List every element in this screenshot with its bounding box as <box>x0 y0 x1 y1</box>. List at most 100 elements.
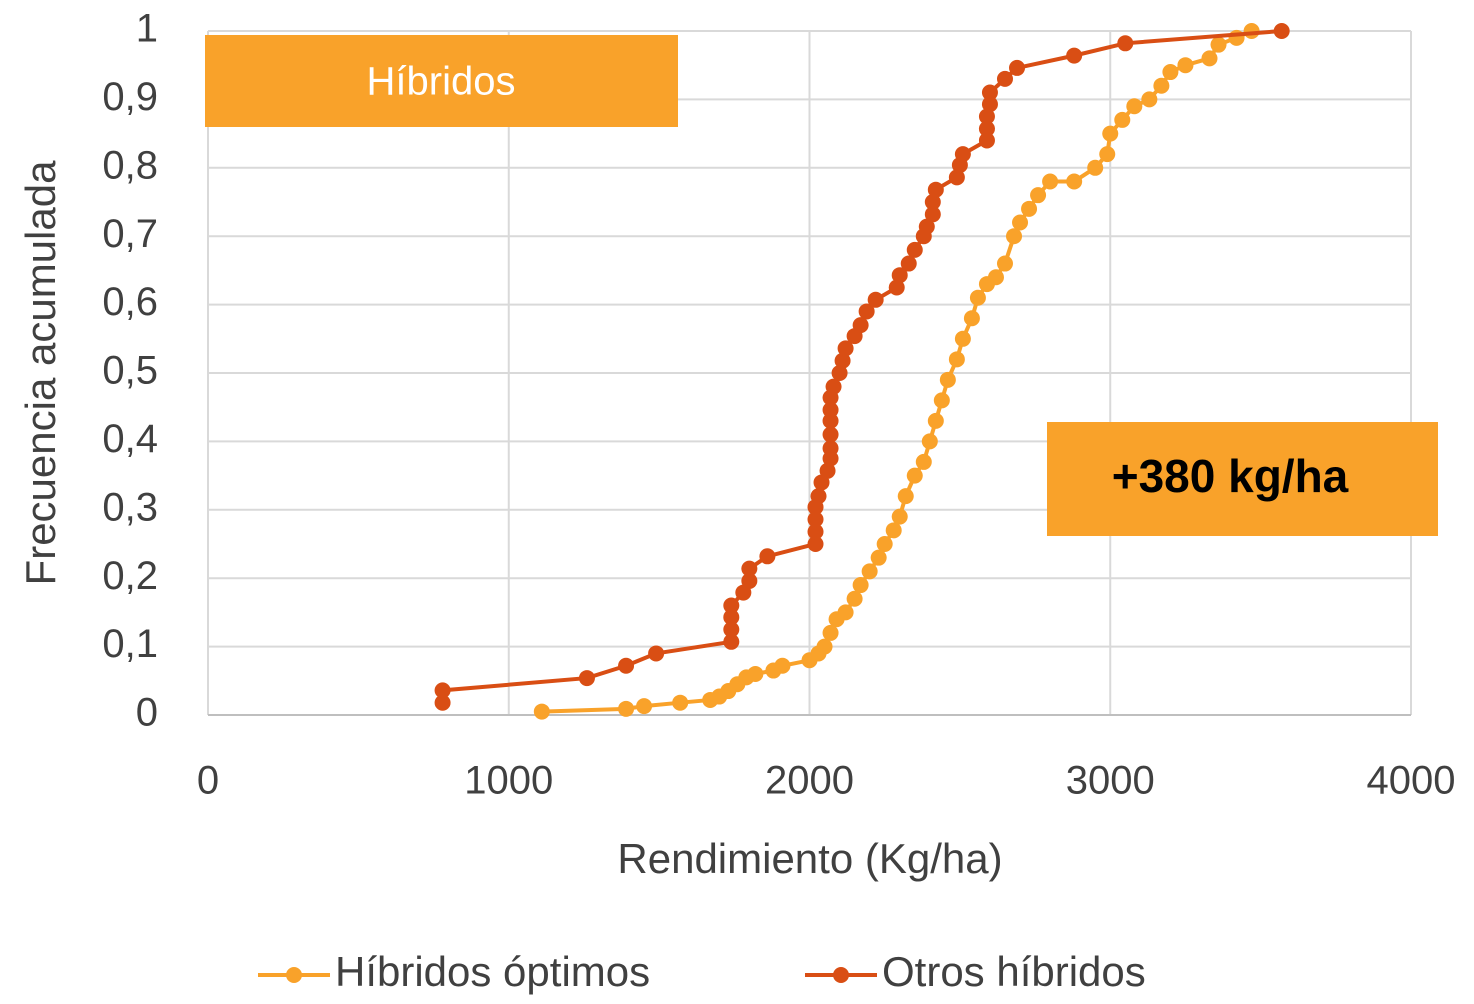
y-tick-label: 0,9 <box>102 75 158 119</box>
point <box>852 577 869 594</box>
point <box>822 440 839 457</box>
point <box>846 590 863 607</box>
point <box>837 340 854 357</box>
point <box>822 426 839 443</box>
point <box>816 638 833 655</box>
point <box>885 522 902 539</box>
point <box>723 609 740 626</box>
point <box>1114 111 1131 128</box>
point <box>807 523 824 540</box>
point <box>927 181 944 198</box>
point <box>1012 214 1029 231</box>
point <box>747 665 764 682</box>
point <box>1066 173 1083 190</box>
point <box>618 700 635 717</box>
point <box>822 412 839 429</box>
point <box>807 536 824 552</box>
x-tick-label: 3000 <box>1066 759 1155 803</box>
point <box>858 303 875 320</box>
series <box>434 23 1290 711</box>
point <box>948 351 965 368</box>
point <box>434 682 451 699</box>
annotation: Híbridos <box>367 60 516 104</box>
point <box>924 206 941 223</box>
y-tick-label: 0,8 <box>102 143 158 187</box>
point <box>1066 47 1083 64</box>
point <box>1273 23 1290 39</box>
point <box>1177 57 1194 74</box>
point <box>1021 200 1038 217</box>
point <box>891 508 908 525</box>
point <box>672 694 689 711</box>
point <box>834 352 851 369</box>
point <box>1201 50 1218 67</box>
x-tick-label: 1000 <box>464 759 553 803</box>
point <box>822 401 839 418</box>
point <box>996 255 1013 272</box>
annotation: +380 kg/ha <box>1112 450 1349 502</box>
point <box>939 371 956 388</box>
point <box>852 317 869 334</box>
point <box>1030 187 1047 204</box>
y-tick-label: 0,4 <box>102 417 158 461</box>
point <box>927 412 944 429</box>
point <box>897 488 914 505</box>
point <box>933 392 950 409</box>
point <box>1141 91 1158 108</box>
point <box>915 453 932 470</box>
point <box>987 269 1004 286</box>
point <box>1006 228 1023 245</box>
series-line <box>541 29 1253 714</box>
y-tick-label: 0,5 <box>102 349 158 393</box>
y-tick-label: 0,6 <box>102 280 158 324</box>
point <box>1162 64 1179 81</box>
x-tick-label: 4000 <box>1367 759 1456 803</box>
legend-label: Híbridos óptimos <box>335 948 650 995</box>
legend-marker <box>286 967 302 983</box>
point <box>741 560 758 577</box>
point <box>906 467 923 484</box>
point <box>924 194 941 210</box>
point <box>1126 98 1143 115</box>
point <box>1087 159 1104 176</box>
point <box>1102 125 1119 142</box>
point <box>831 365 848 381</box>
series <box>533 23 1260 720</box>
point <box>867 291 884 308</box>
point <box>981 96 998 113</box>
point <box>723 597 740 614</box>
point <box>822 624 839 641</box>
point <box>533 703 550 720</box>
x-tick-label: 0 <box>197 759 219 803</box>
point <box>906 241 923 258</box>
point <box>978 108 995 125</box>
y-axis-label: Frecuencia acumulada <box>17 160 64 586</box>
point <box>810 488 827 505</box>
point <box>954 330 971 347</box>
point <box>900 255 917 272</box>
point <box>876 536 893 552</box>
point <box>918 218 935 235</box>
point <box>981 84 998 101</box>
point <box>978 120 995 137</box>
point <box>825 378 842 395</box>
point <box>963 310 980 327</box>
y-tick-label: 0,1 <box>102 622 158 666</box>
y-tick-label: 0,3 <box>102 485 158 529</box>
point <box>969 289 986 306</box>
legend-marker <box>833 967 849 983</box>
y-tick-label: 0,7 <box>102 212 158 256</box>
point <box>434 694 451 711</box>
annotation-box <box>205 35 678 127</box>
point <box>618 657 635 674</box>
point <box>1009 59 1026 76</box>
point <box>723 621 740 638</box>
point <box>837 604 854 621</box>
point <box>888 279 905 296</box>
point <box>996 70 1013 87</box>
point <box>1117 35 1134 52</box>
series-line <box>440 29 1282 703</box>
point <box>861 563 878 580</box>
point <box>578 670 595 687</box>
